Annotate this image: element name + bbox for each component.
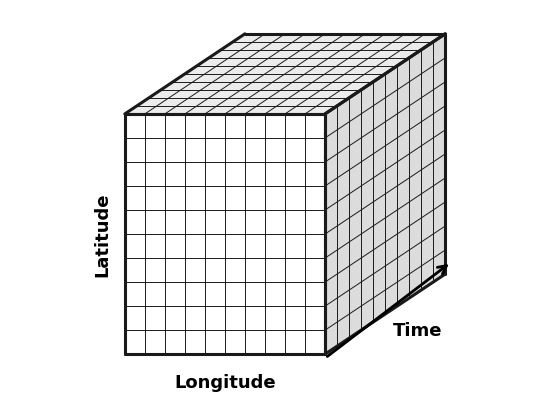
Polygon shape <box>325 35 445 354</box>
Polygon shape <box>125 35 445 115</box>
Text: Latitude: Latitude <box>94 192 112 277</box>
Text: Time: Time <box>393 321 442 339</box>
Polygon shape <box>125 115 325 354</box>
Text: Longitude: Longitude <box>174 373 276 391</box>
